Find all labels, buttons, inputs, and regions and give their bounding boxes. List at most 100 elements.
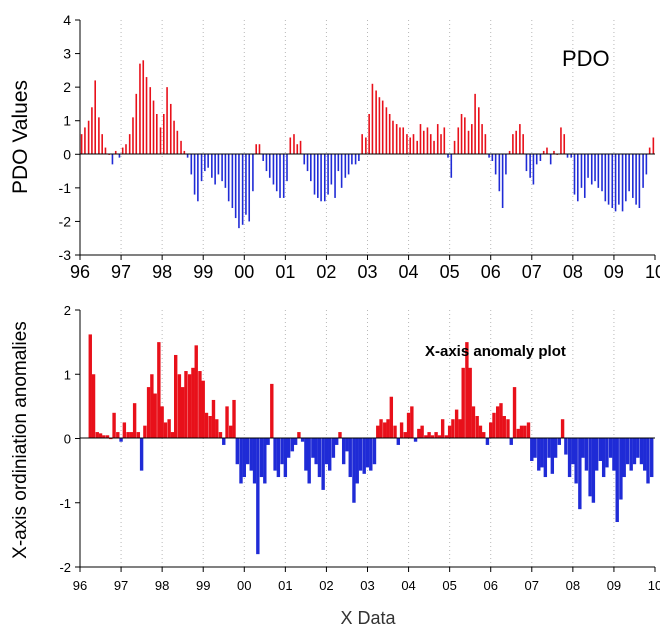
pdo-bar xyxy=(340,154,343,188)
pdo-y-tick-label: -2 xyxy=(59,213,72,229)
pdo-x-tick-label: 08 xyxy=(563,262,583,282)
pdo-bar xyxy=(84,127,86,155)
anomaly-bar xyxy=(447,425,452,439)
anomaly-x-tick-label: 00 xyxy=(237,578,251,593)
anomaly-bar xyxy=(95,432,99,439)
anomaly-bar xyxy=(239,438,243,484)
pdo-bar xyxy=(471,124,473,155)
pdo-x-ticks: 96 97 98 99 00 01 02 03 04 05 06 07 08 09 10 xyxy=(70,255,660,282)
anomaly-bar xyxy=(376,425,380,439)
anomaly-x-tick-label: 01 xyxy=(278,578,292,593)
pdo-x-tick-label: 97 xyxy=(111,262,131,282)
anomaly-bar xyxy=(578,438,582,510)
pdo-bar xyxy=(91,107,93,155)
pdo-bar xyxy=(214,154,216,185)
anomaly-bar xyxy=(489,422,493,439)
anomaly-bar xyxy=(225,406,229,439)
pdo-x-tick-label: 03 xyxy=(357,262,377,282)
pdo-bar xyxy=(443,127,446,155)
pdo-bar xyxy=(162,114,165,155)
pdo-bar xyxy=(512,134,514,155)
anomaly-bar xyxy=(482,432,486,439)
anomaly-x-ticks: 96 97 98 99 00 01 02 03 04 05 06 07 08 09 10 xyxy=(73,567,660,593)
pdo-bar xyxy=(436,124,439,155)
anomaly-bar xyxy=(191,367,195,439)
anomaly-bar xyxy=(612,438,616,471)
anomaly-bar xyxy=(218,432,223,439)
anomaly-bar xyxy=(386,419,390,439)
pdo-bar xyxy=(491,154,494,161)
anomaly-bar xyxy=(465,342,469,439)
pdo-bar xyxy=(173,120,175,155)
anomaly-bar xyxy=(629,438,633,471)
pdo-bar xyxy=(474,93,476,155)
anomaly-bar xyxy=(365,438,370,468)
pdo-bar xyxy=(412,134,415,155)
pdo-x-tick-label: 05 xyxy=(440,262,460,282)
pdo-bar xyxy=(501,154,504,208)
pdo-bar xyxy=(648,147,651,155)
pdo-bar xyxy=(594,154,596,182)
pdo-bar xyxy=(433,140,435,155)
pdo-bar xyxy=(628,154,630,192)
anomaly-bar xyxy=(598,438,603,461)
pdo-bar xyxy=(258,144,261,155)
pdo-bar xyxy=(457,127,460,155)
pdo-bar xyxy=(98,117,100,155)
anomaly-bar xyxy=(434,432,438,439)
pdo-bar xyxy=(334,154,336,198)
pdo-bar xyxy=(145,77,148,155)
pdo-bar xyxy=(553,150,555,155)
anomaly-x-tick-label: 99 xyxy=(196,578,210,593)
pdo-bar xyxy=(303,154,306,165)
pdo-bar xyxy=(108,154,110,155)
anomaly-bar xyxy=(173,354,178,439)
anomaly-bar xyxy=(352,438,356,503)
anomaly-bar xyxy=(304,438,308,471)
pdo-bar xyxy=(159,127,162,155)
anomaly-bar xyxy=(204,412,209,439)
anomaly-bar xyxy=(126,432,130,439)
pdo-bar xyxy=(193,154,196,195)
anomaly-bar xyxy=(311,438,315,458)
pdo-bar xyxy=(135,93,138,155)
pdo-x-tick-label: 10 xyxy=(645,262,660,282)
pdo-bar xyxy=(241,154,244,225)
pdo-bar xyxy=(111,154,114,165)
anomaly-bar xyxy=(362,438,366,474)
anomaly-bar xyxy=(150,374,154,439)
pdo-x-tick-label: 99 xyxy=(193,262,213,282)
anomaly-bar xyxy=(286,438,291,458)
anomaly-y-tick-label: 2 xyxy=(64,303,71,318)
pdo-bar xyxy=(419,124,422,155)
pdo-bar xyxy=(573,154,576,195)
anomaly-bar xyxy=(345,438,349,452)
pdo-y-tick-label: 4 xyxy=(63,12,71,28)
anomaly-bar xyxy=(139,438,144,471)
anomaly-bar xyxy=(273,438,277,471)
pdo-bar xyxy=(426,127,429,155)
pdo-x-tick-label: 02 xyxy=(316,262,336,282)
anomaly-bar xyxy=(331,438,336,458)
pdo-bar xyxy=(409,137,412,155)
pdo-bar xyxy=(525,154,528,172)
anomaly-bar xyxy=(437,435,442,439)
pdo-bar xyxy=(238,154,240,229)
pdo-gridlines xyxy=(120,20,615,255)
anomaly-bar xyxy=(290,438,295,452)
pdo-bar xyxy=(460,114,463,155)
anomaly-bar xyxy=(355,438,359,484)
anomaly-x-tick-label: 04 xyxy=(401,578,415,593)
anomaly-bar xyxy=(502,416,506,439)
anomaly-bar xyxy=(198,371,202,439)
anomaly-bar xyxy=(458,419,462,439)
anomaly-bar xyxy=(163,422,168,439)
pdo-bar xyxy=(365,137,367,155)
anomaly-bar xyxy=(194,345,198,439)
anomaly-bar xyxy=(485,438,490,445)
pdo-bar xyxy=(447,154,449,158)
pdo-bar xyxy=(279,154,281,198)
anomaly-bar xyxy=(389,396,394,439)
pdo-x-tick-label: 07 xyxy=(522,262,542,282)
